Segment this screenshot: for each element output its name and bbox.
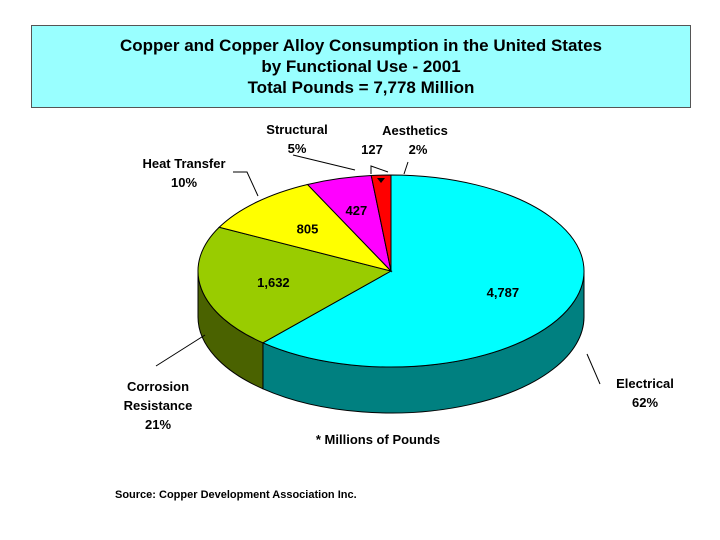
value-label-heat-transfer: 805 xyxy=(297,221,319,236)
value-label-electrical: 4,787 xyxy=(487,285,520,300)
leader-line-heat-transfer xyxy=(233,171,259,197)
category-label-electrical: Electrical xyxy=(616,376,674,391)
leader-line-electrical xyxy=(586,353,601,385)
value-leader-aesthetics xyxy=(370,165,389,174)
leader-lines xyxy=(155,154,601,385)
chart-title-box: Copper and Copper Alloy Consumption in t… xyxy=(31,25,691,108)
pie-slices xyxy=(197,174,585,368)
percent-label-heat-transfer: 10% xyxy=(171,175,197,190)
category-label-corrosion-resistance: Resistance xyxy=(124,398,193,413)
category-label-heat-transfer: Heat Transfer xyxy=(142,156,225,171)
leader-line-aesthetics xyxy=(403,161,409,175)
pie-slice-heat-transfer xyxy=(218,183,393,272)
value-label-structural: 427 xyxy=(346,203,368,218)
pie-slice-aesthetics xyxy=(370,174,392,272)
chart-title-line-1: Copper and Copper Alloy Consumption in t… xyxy=(120,36,602,55)
source-note: Source: Copper Development Association I… xyxy=(115,489,357,501)
chart-title-line-2: by Functional Use - 2001 xyxy=(261,57,461,76)
percent-label-electrical: 62% xyxy=(632,395,658,410)
percent-label-structural: 5% xyxy=(288,141,307,156)
category-label-corrosion-resistance: Corrosion xyxy=(127,379,189,394)
category-label-structural: Structural xyxy=(266,122,327,137)
percent-label-aesthetics: 2% xyxy=(409,142,428,157)
category-label-aesthetics: Aesthetics xyxy=(382,123,448,138)
units-note: * Millions of Pounds xyxy=(316,432,440,447)
chart-title-line-3: Total Pounds = 7,778 Million xyxy=(247,78,475,97)
pie-labels: 4,787 1,632 805 427 Electrical 62% Corrosion Re… xyxy=(124,122,674,432)
value-label-aesthetics: 127 xyxy=(361,142,383,157)
leader-line-structural xyxy=(292,154,356,171)
pointer-arrow xyxy=(377,178,385,183)
pie-slice-corrosion-resistance xyxy=(197,226,393,344)
percent-label-corrosion-resistance: 21% xyxy=(145,417,171,432)
leader-line-corrosion-resistance xyxy=(155,334,206,367)
pie-slice-electrical xyxy=(261,174,585,368)
value-label-corrosion-resistance: 1,632 xyxy=(257,275,290,290)
